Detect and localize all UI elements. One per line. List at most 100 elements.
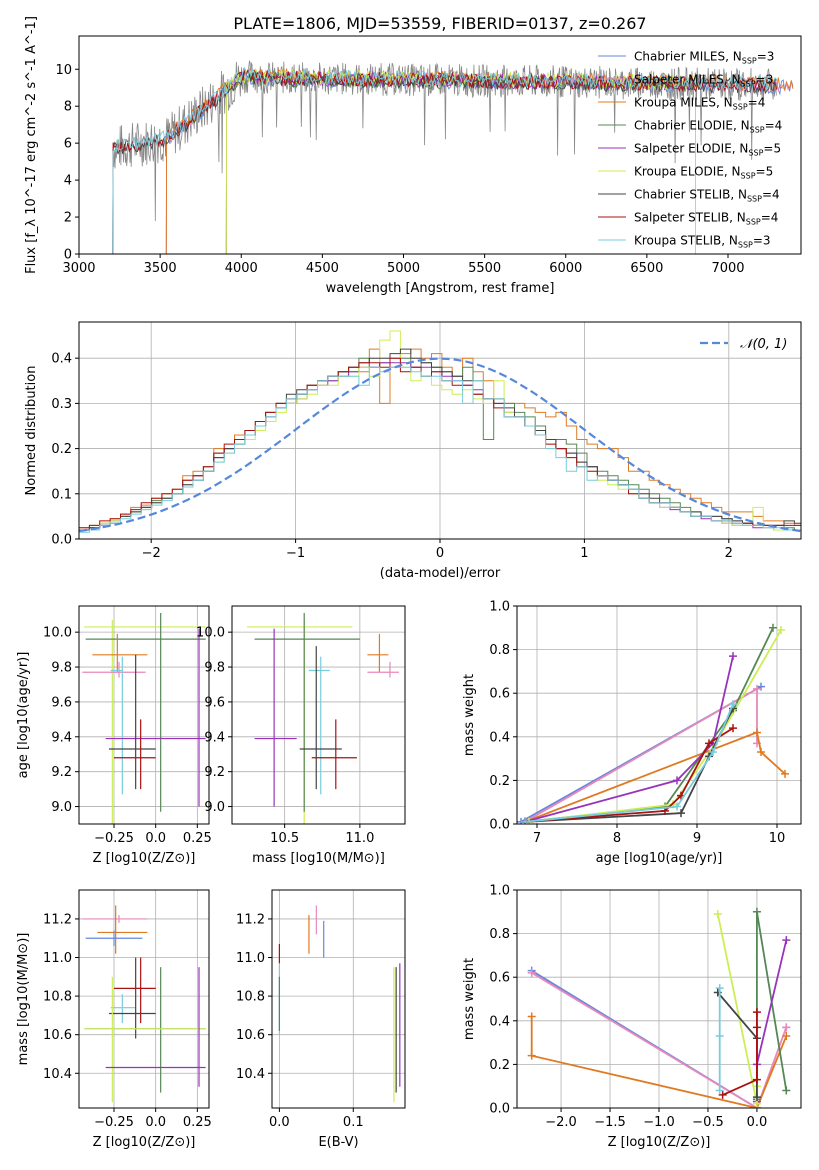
y-tick-label: 9.8: [204, 661, 225, 676]
y-tick-label: 0.6: [489, 687, 510, 702]
x-tick-label: −1.5: [594, 1115, 626, 1130]
normal-distribution-curve: [79, 357, 801, 533]
y-tick-label: 10.4: [236, 1067, 265, 1082]
y-tick-label: 0.8: [489, 643, 510, 658]
y-tick-label: 10: [55, 63, 72, 78]
x-axis-label: Z [log10(Z/Z⊙)]: [93, 851, 196, 866]
x-tick-label: −1.0: [643, 1115, 675, 1130]
x-axis-label: age [log10(age/yr)]: [596, 851, 723, 866]
y-axis-label: Normed distribution: [24, 366, 39, 496]
x-tick-label: 10.5: [270, 831, 299, 846]
legend-label: Chabrier STELIB, NSSP=4: [634, 188, 780, 204]
y-tick-label: 9.0: [204, 800, 225, 815]
y-tick-label: 2: [64, 211, 72, 226]
x-tick-label: 0.0: [747, 1115, 768, 1130]
mass-weight-series-line: [524, 731, 786, 823]
legend-label: Salpeter STELIB, NSSP=4: [634, 211, 778, 227]
y-tick-label: 4: [64, 174, 72, 189]
y-tick-label: 0.2: [489, 1058, 510, 1073]
data-point-marker: [729, 652, 737, 661]
panel-spectrum: 3000 3500 4000 4500 5000 5500 6000 6500 7000 0 2 4 6…: [24, 16, 802, 296]
x-tick-label: 5500: [468, 261, 501, 276]
data-point-marker: [752, 1093, 761, 1102]
data-point-marker: [709, 748, 717, 757]
y-tick-label: 0.0: [489, 818, 510, 833]
legend-label: Kroupa STELIB, NSSP=3: [634, 234, 771, 250]
data-point-marker: [752, 1075, 761, 1084]
data-point-marker: [752, 1008, 761, 1017]
x-tick-label: 10: [769, 831, 786, 846]
panel-age_vs_mass: 10.5 11.0 9.0 9.2 9.4 9.6 9.8 10.0 mass [log10(M…: [196, 605, 406, 866]
data-point-marker: [782, 936, 791, 945]
y-tick-label: 11.0: [236, 951, 265, 966]
mass-weight-series-line: [524, 655, 734, 823]
y-tick-label: 1.0: [489, 600, 510, 615]
x-tick-label: 7: [533, 831, 541, 846]
y-tick-label: 1.0: [489, 884, 510, 899]
axes-frame: [271, 889, 406, 1109]
y-axis-label: mass [log10(M/M⊙)]: [16, 933, 31, 1066]
data-point-marker: [729, 700, 737, 709]
x-tick-label: 2: [725, 546, 733, 561]
data-point-marker: [769, 623, 777, 632]
x-tick-label: −0.25: [94, 831, 134, 846]
mass-ebv-plot-area: [278, 905, 401, 1103]
x-axis-label: E(B-V): [318, 1135, 358, 1150]
data-point-marker: [777, 625, 785, 634]
data-point-marker: [753, 684, 761, 693]
x-tick-label: −0.5: [692, 1115, 724, 1130]
x-tick-label: 0.25: [183, 831, 212, 846]
data-point-marker: [673, 776, 681, 785]
y-tick-label: 0.2: [489, 774, 510, 789]
x-tick-label: 0.1: [343, 1115, 364, 1130]
x-tick-label: 0.0: [145, 1115, 166, 1130]
legend-label: Chabrier MILES, NSSP=3: [634, 50, 774, 66]
y-tick-label: 9.8: [51, 661, 72, 676]
x-tick-label: 0.0: [269, 1115, 290, 1130]
y-tick-label: 0: [64, 248, 72, 263]
x-tick-label: 1: [580, 546, 588, 561]
mass-weight-series-line: [524, 703, 734, 823]
x-tick-label: 0: [436, 546, 444, 561]
data-point-marker: [752, 907, 761, 916]
legend-label: 𝒩(0, 1): [740, 337, 787, 352]
y-tick-label: 10.0: [43, 626, 72, 641]
y-tick-label: 0.0: [489, 1102, 510, 1117]
data-point-marker: [677, 809, 685, 818]
data-point-marker: [757, 748, 765, 757]
data-point-marker: [527, 1012, 536, 1021]
data-point-marker: [705, 739, 713, 748]
x-tick-label: −0.25: [94, 1115, 134, 1130]
mass-weight-series-line: [531, 972, 788, 1108]
massweight_vs_age-plot-area: [517, 623, 789, 824]
y-tick-label: 11.0: [43, 951, 72, 966]
x-tick-label: −2.0: [545, 1115, 577, 1130]
y-tick-label: 10.8: [236, 990, 265, 1005]
panel-massweight_vs_Z: −2.0 −1.5 −1.0 −0.5 0.0 0.0 0.2 0.4 0.6 0.8 1.0 Z […: [462, 884, 802, 1150]
data-point-marker: [782, 1086, 791, 1095]
x-tick-label: 5000: [387, 261, 420, 276]
x-tick-label: 6500: [630, 261, 663, 276]
axes-frame: [78, 321, 802, 540]
y-tick-label: 9.0: [51, 800, 72, 815]
x-tick-label: 4000: [225, 261, 258, 276]
y-tick-label: 0.0: [51, 533, 72, 548]
x-axis-label: wavelength [Angstrom, rest frame]: [326, 281, 555, 296]
y-axis-label: Flux [f_λ 10^-17 erg cm^-2 s^-1 A^-1]: [24, 16, 39, 274]
mass_vs_Z-plot-area: [82, 905, 206, 1103]
x-tick-label: 3000: [62, 261, 95, 276]
y-tick-label: 11.2: [43, 912, 72, 927]
data-point-marker: [713, 909, 722, 918]
y-tick-label: 10.0: [196, 626, 225, 641]
y-tick-label: 6: [64, 137, 72, 152]
y-tick-label: 11.2: [236, 912, 265, 927]
data-point-marker: [527, 1051, 536, 1060]
y-axis-label: mass weight: [462, 674, 477, 756]
histogram-step-line: [79, 366, 801, 533]
y-tick-label: 0.4: [489, 1014, 510, 1029]
y-tick-label: 0.4: [489, 730, 510, 745]
x-tick-label: 6000: [549, 261, 582, 276]
y-tick-label: 9.6: [204, 695, 225, 710]
axes-frame: [78, 889, 210, 1109]
panel-massweight_vs_age: 7 8 9 10 0.0 0.2 0.4 0.6 0.8 1.0 age [log10(age/yr…: [462, 600, 802, 866]
